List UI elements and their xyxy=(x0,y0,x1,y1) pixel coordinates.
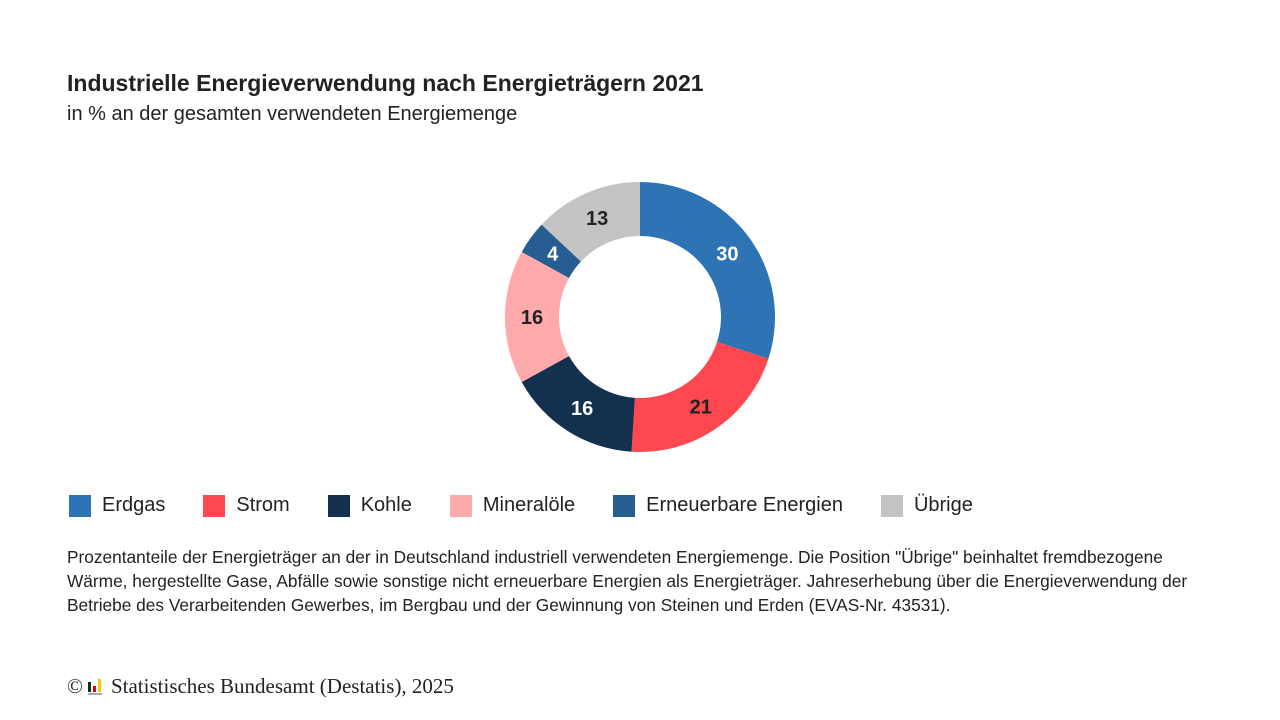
source-text: Statistisches Bundesamt (Destatis), 2025 xyxy=(110,674,454,698)
slice-mineralöle xyxy=(505,251,570,383)
data-label: 16 xyxy=(571,398,593,420)
data-label: 4 xyxy=(547,244,559,266)
data-label: 16 xyxy=(521,307,543,329)
legend-swatch xyxy=(613,494,636,517)
legend-label: Erneuerbare Energien xyxy=(646,494,843,516)
legend-label: Übrige xyxy=(913,494,973,516)
data-label: 30 xyxy=(716,244,738,266)
legend: Erdgas Strom Kohle Mineralöle Erneuerbare En… xyxy=(69,494,1011,517)
legend-swatch xyxy=(69,494,91,517)
legend-item: Übrige xyxy=(880,494,973,517)
copyright-symbol: © xyxy=(67,674,83,698)
slice-übrige xyxy=(541,182,640,262)
data-label: 21 xyxy=(690,396,712,418)
donut-chart: 30 21 16 16 4 13 xyxy=(505,182,775,452)
legend-item: Kohle xyxy=(327,494,412,517)
legend-swatch xyxy=(880,494,903,517)
legend-label: Erdgas xyxy=(102,494,166,516)
chart-title: Industrielle Energieverwendung nach Ener… xyxy=(67,70,704,96)
chart-subtitle: in % an der gesamten verwendeten Energie… xyxy=(67,103,518,125)
legend-swatch xyxy=(203,494,226,517)
data-label: 13 xyxy=(586,208,608,230)
chart-note: Prozentanteile der Energieträger an der … xyxy=(67,547,1188,615)
legend-label: Strom xyxy=(236,494,290,516)
slice-kohle xyxy=(521,356,635,452)
legend-label: Mineralöle xyxy=(482,494,576,516)
slice-erdgas xyxy=(640,182,775,359)
legend-item: Erneuerbare Energien xyxy=(613,494,843,517)
legend-swatch xyxy=(449,494,472,517)
legend-item: Strom xyxy=(203,494,290,517)
legend-label: Kohle xyxy=(360,494,412,516)
destatis-logo-icon xyxy=(87,678,102,695)
legend-item: Erdgas xyxy=(69,494,165,517)
slice-strom xyxy=(631,342,769,452)
footer: © Statistisches Bundesamt (Destatis), 20… xyxy=(67,674,454,699)
legend-item: Mineralöle xyxy=(449,494,576,517)
legend-swatch xyxy=(327,494,350,517)
slice-erneuerbare-energien xyxy=(521,224,581,278)
